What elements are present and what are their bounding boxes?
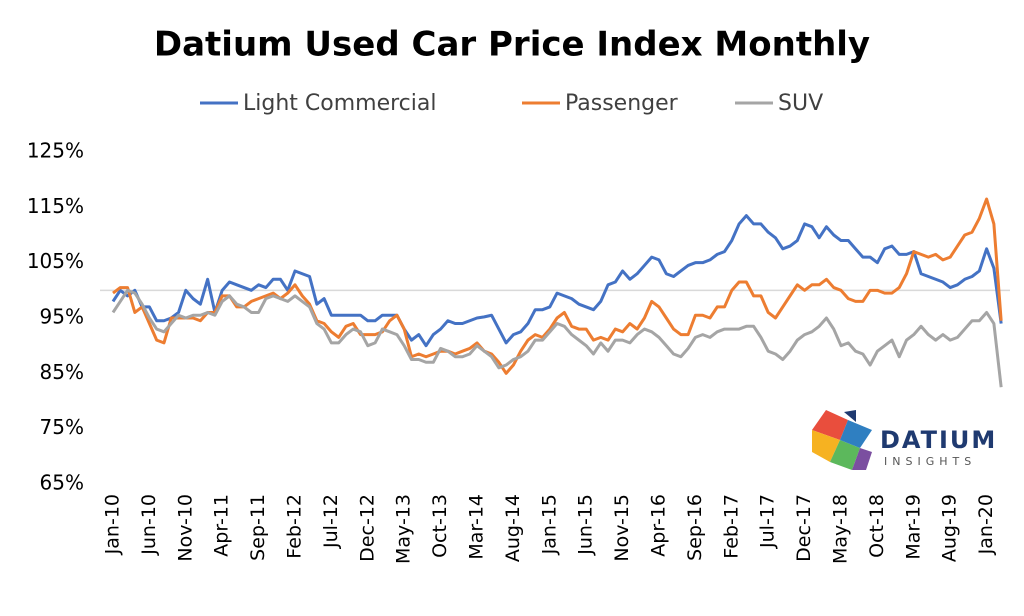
x-tick-label: Sep-16 <box>684 494 706 561</box>
x-tick-label: Apr-16 <box>648 494 670 557</box>
x-tick-label: Jun-10 <box>138 494 160 556</box>
x-tick-label: Dec-12 <box>356 494 378 562</box>
x-tick-label: Jan-15 <box>538 494 560 555</box>
x-tick-label: Jan-20 <box>975 494 997 555</box>
chart-title: Datium Used Car Price Index Monthly <box>154 25 870 65</box>
x-tick-label: Feb-12 <box>284 494 306 559</box>
logo-shape <box>840 420 872 448</box>
series-line <box>111 214 1003 348</box>
logo-shape <box>852 448 872 470</box>
logo-name: DATIUM <box>880 426 997 454</box>
x-tick-label: May-18 <box>830 494 852 564</box>
legend-label: Light Commercial <box>243 91 436 116</box>
logo-shape <box>812 410 848 440</box>
x-tick-label: May-13 <box>393 494 415 564</box>
logo-tagline: INSIGHTS <box>884 455 976 468</box>
x-tick-label: Aug-14 <box>502 494 524 562</box>
x-tick-label: Oct-13 <box>429 494 451 558</box>
y-tick-label: 65% <box>40 471 84 495</box>
x-tick-label: Jun-15 <box>575 494 597 556</box>
x-tick-label: Jul-17 <box>757 494 779 549</box>
x-tick-label: Dec-17 <box>793 494 815 562</box>
x-tick-label: Apr-11 <box>211 494 233 557</box>
logo-shape <box>844 410 856 422</box>
series-line <box>112 197 1003 375</box>
logo: DATIUM INSIGHTS <box>812 410 997 470</box>
legend-label: Passenger <box>565 91 679 116</box>
y-tick-label: 95% <box>40 305 84 329</box>
x-tick-label: Oct-18 <box>866 494 888 558</box>
x-tick-label: Jul-12 <box>320 494 342 549</box>
y-tick-label: 125% <box>27 139 84 163</box>
x-tick-label: Feb-17 <box>720 494 742 559</box>
x-tick-label: Mar-19 <box>902 494 924 560</box>
logo-shape <box>830 440 860 470</box>
logo-shape <box>812 430 840 462</box>
y-tick-label: 85% <box>40 360 84 384</box>
x-tick-label: Aug-19 <box>939 494 961 562</box>
y-tick-label: 105% <box>27 249 84 273</box>
x-tick-label: Sep-11 <box>247 494 269 561</box>
legend-label: SUV <box>778 91 823 116</box>
x-tick-label: Jan-10 <box>102 494 124 555</box>
y-tick-label: 75% <box>40 415 84 439</box>
y-tick-label: 115% <box>27 194 84 218</box>
x-tick-label: Nov-15 <box>611 494 633 562</box>
x-tick-label: Mar-14 <box>466 494 488 560</box>
x-tick-label: Nov-10 <box>174 494 196 562</box>
series-line <box>111 288 1003 388</box>
